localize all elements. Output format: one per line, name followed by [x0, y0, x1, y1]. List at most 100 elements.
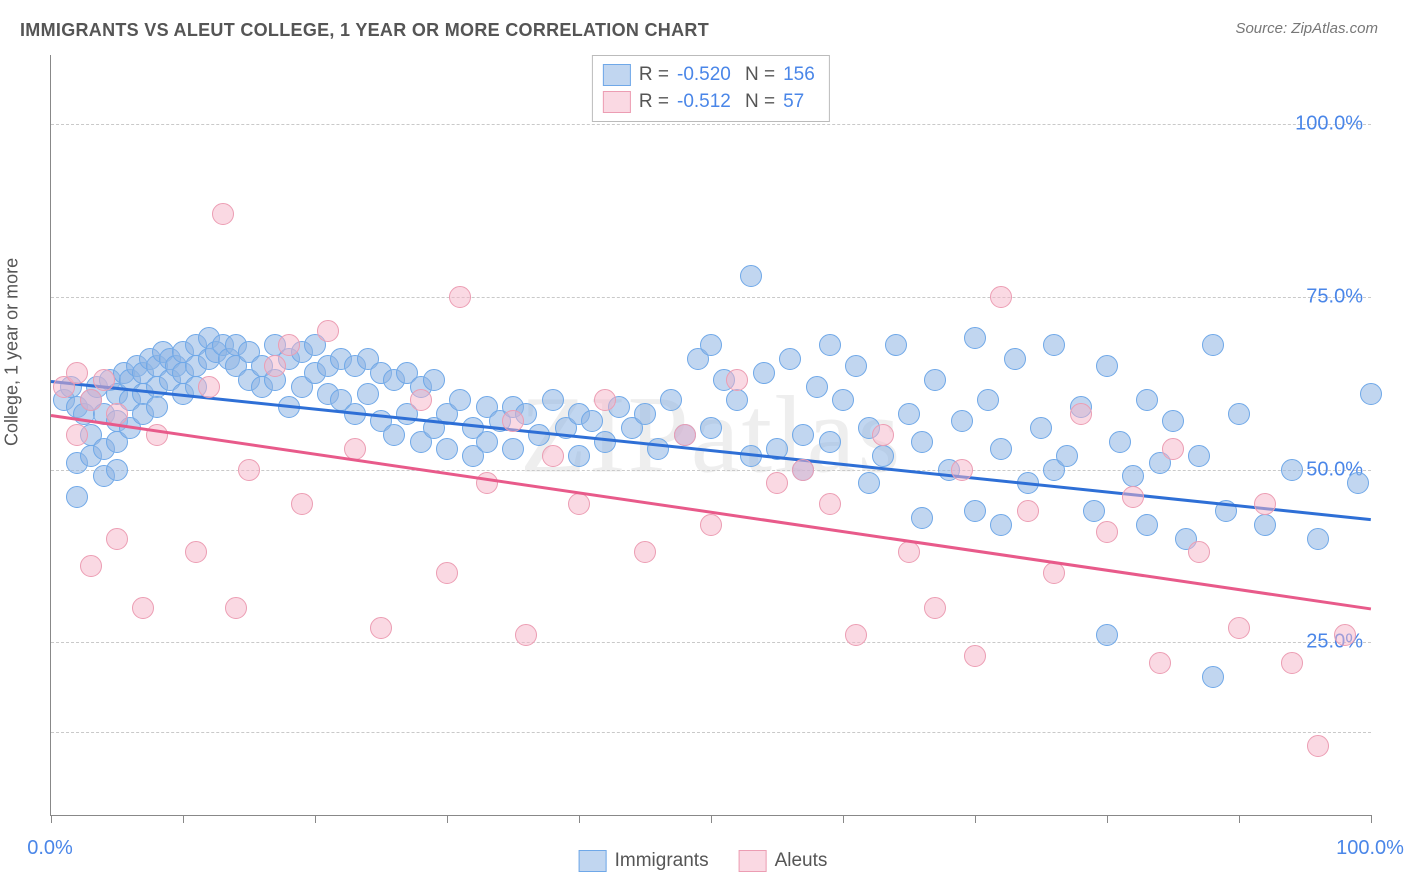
- data-point: [647, 438, 669, 460]
- y-tick-label: 75.0%: [1306, 285, 1363, 308]
- plot-area: ZIPatlas R =-0.520N =156R =-0.512N =57 2…: [50, 55, 1371, 816]
- data-point: [1281, 652, 1303, 674]
- data-point: [1254, 493, 1276, 515]
- data-point: [476, 431, 498, 453]
- data-point: [198, 376, 220, 398]
- series-legend-label: Immigrants: [615, 850, 709, 872]
- data-point: [106, 528, 128, 550]
- legend-swatch: [579, 850, 607, 872]
- data-point: [370, 617, 392, 639]
- data-point: [832, 389, 854, 411]
- data-point: [1202, 334, 1224, 356]
- data-point: [1149, 652, 1171, 674]
- data-point: [1228, 403, 1250, 425]
- data-point: [766, 472, 788, 494]
- legend-row: R =-0.520N =156: [603, 62, 815, 89]
- data-point: [238, 459, 260, 481]
- data-point: [990, 286, 1012, 308]
- data-point: [634, 403, 656, 425]
- data-point: [1096, 355, 1118, 377]
- data-point: [806, 376, 828, 398]
- data-point: [476, 472, 498, 494]
- gridline: [51, 124, 1371, 125]
- gridline: [51, 297, 1371, 298]
- data-point: [502, 438, 524, 460]
- data-point: [1307, 528, 1329, 550]
- data-point: [898, 541, 920, 563]
- data-point: [1030, 417, 1052, 439]
- legend-row: R =-0.512N =57: [603, 89, 815, 116]
- series-legend-item: Immigrants: [579, 850, 709, 872]
- legend-swatch: [739, 850, 767, 872]
- x-tick: [843, 815, 844, 823]
- data-point: [819, 334, 841, 356]
- data-point: [1188, 541, 1210, 563]
- data-point: [845, 355, 867, 377]
- data-point: [1254, 514, 1276, 536]
- chart-title: IMMIGRANTS VS ALEUT COLLEGE, 1 YEAR OR M…: [20, 20, 709, 41]
- data-point: [1202, 666, 1224, 688]
- data-point: [964, 500, 986, 522]
- data-point: [515, 624, 537, 646]
- data-point: [898, 403, 920, 425]
- data-point: [1188, 445, 1210, 467]
- legend-n-label: N =: [745, 62, 775, 89]
- data-point: [885, 334, 907, 356]
- data-point: [1096, 521, 1118, 543]
- data-point: [66, 424, 88, 446]
- x-tick: [315, 815, 316, 823]
- x-tick: [447, 815, 448, 823]
- data-point: [317, 320, 339, 342]
- data-point: [977, 389, 999, 411]
- data-point: [951, 459, 973, 481]
- data-point: [185, 541, 207, 563]
- data-point: [990, 514, 1012, 536]
- data-point: [911, 507, 933, 529]
- x-tick: [579, 815, 580, 823]
- data-point: [66, 362, 88, 384]
- data-point: [740, 265, 762, 287]
- data-point: [1136, 514, 1158, 536]
- legend-n-label: N =: [745, 89, 775, 116]
- x-tick: [975, 815, 976, 823]
- data-point: [845, 624, 867, 646]
- data-point: [212, 203, 234, 225]
- gridline: [51, 642, 1371, 643]
- data-point: [700, 417, 722, 439]
- data-point: [1056, 445, 1078, 467]
- x-tick-label: 0.0%: [27, 837, 73, 860]
- data-point: [80, 389, 102, 411]
- data-point: [436, 438, 458, 460]
- data-point: [700, 514, 722, 536]
- x-tick: [711, 815, 712, 823]
- x-tick-label: 100.0%: [1336, 837, 1404, 860]
- data-point: [1004, 348, 1026, 370]
- legend-r-value: -0.520: [677, 62, 737, 89]
- data-point: [819, 431, 841, 453]
- data-point: [924, 369, 946, 391]
- data-point: [581, 410, 603, 432]
- data-point: [542, 445, 564, 467]
- data-point: [924, 597, 946, 619]
- data-point: [726, 369, 748, 391]
- data-point: [146, 424, 168, 446]
- data-point: [1122, 465, 1144, 487]
- data-point: [753, 362, 775, 384]
- data-point: [911, 431, 933, 453]
- series-legend-item: Aleuts: [739, 850, 828, 872]
- data-point: [990, 438, 1012, 460]
- data-point: [357, 383, 379, 405]
- series-legend-label: Aleuts: [775, 850, 828, 872]
- x-tick: [1107, 815, 1108, 823]
- data-point: [1162, 438, 1184, 460]
- correlation-legend: R =-0.520N =156R =-0.512N =57: [592, 55, 830, 122]
- data-point: [1162, 410, 1184, 432]
- data-point: [1347, 472, 1369, 494]
- data-point: [1096, 624, 1118, 646]
- data-point: [568, 445, 590, 467]
- data-point: [93, 369, 115, 391]
- data-point: [80, 555, 102, 577]
- data-point: [1043, 334, 1065, 356]
- data-point: [1043, 562, 1065, 584]
- legend-r-value: -0.512: [677, 89, 737, 116]
